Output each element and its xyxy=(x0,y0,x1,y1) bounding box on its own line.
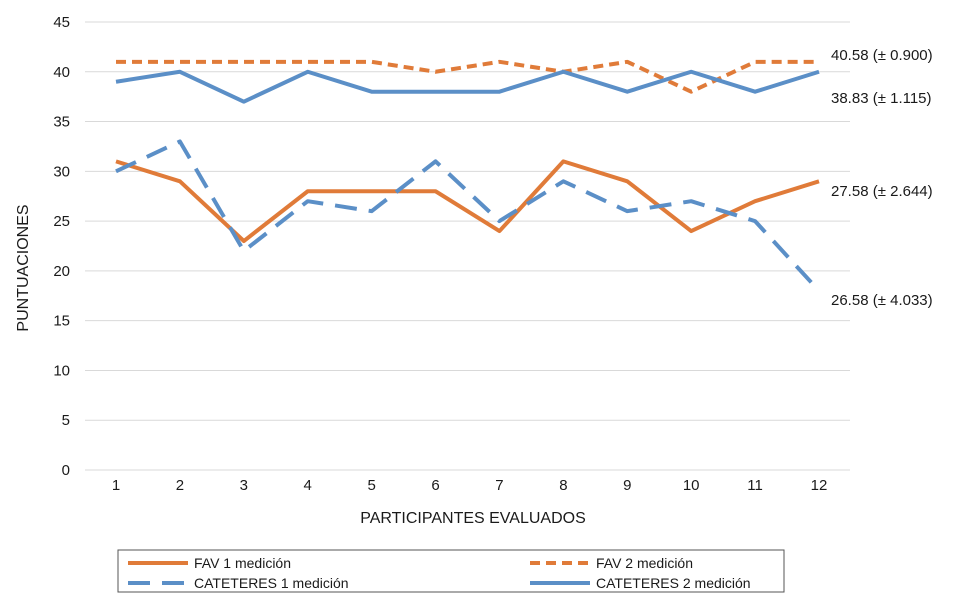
y-tick-label: 35 xyxy=(53,114,70,131)
legend-label-2: CATETERES 1 medición xyxy=(194,575,349,591)
end-label-series-0: 27.58 (± 2.644) xyxy=(831,183,933,200)
x-axis-title: PARTICIPANTES EVALUADOS xyxy=(360,510,586,527)
legend-label-0: FAV 1 medición xyxy=(194,555,291,571)
x-tick-label: 7 xyxy=(495,477,503,494)
legend: FAV 1 medición FAV 2 medición CATETERES 1 … xyxy=(117,549,785,593)
x-tick-label: 8 xyxy=(559,477,567,494)
legend-box xyxy=(117,549,785,593)
y-tick-label: 20 xyxy=(53,263,70,280)
x-tick-label: 9 xyxy=(623,477,631,494)
x-tick-label: 2 xyxy=(176,477,184,494)
series-line-2 xyxy=(115,139,821,293)
x-tick-label: 11 xyxy=(747,477,763,494)
legend-label-1: FAV 2 medición xyxy=(596,555,693,571)
x-tick-label: 4 xyxy=(304,477,312,494)
series-line-3 xyxy=(115,69,820,104)
x-tick-label: 6 xyxy=(431,477,439,494)
series-lines xyxy=(115,59,821,293)
end-labels: 40.58 (± 0.900) 38.83 (± 1.115) 27.58 (± 2… xyxy=(831,47,933,309)
x-tick-label: 12 xyxy=(811,477,828,494)
y-tick-label: 0 xyxy=(62,462,70,479)
x-tick-label: 3 xyxy=(240,477,248,494)
y-tick-label: 25 xyxy=(53,213,70,230)
y-tick-label: 15 xyxy=(53,313,70,330)
x-tick-label: 10 xyxy=(683,477,700,494)
x-tick-label: 1 xyxy=(112,477,120,494)
legend-label-3: CATETERES 2 medición xyxy=(596,575,751,591)
x-axis-ticks: 1 2 3 4 5 6 7 8 9 10 11 12 xyxy=(112,477,828,494)
end-label-series-1: 40.58 (± 0.900) xyxy=(831,47,933,64)
y-tick-label: 5 xyxy=(62,412,70,429)
grid-lines xyxy=(85,21,850,471)
y-tick-label: 30 xyxy=(53,163,70,180)
end-label-series-3: 38.83 (± 1.115) xyxy=(831,90,932,107)
series-line-0 xyxy=(115,159,820,244)
y-axis-title: PUNTUACIONES xyxy=(15,204,32,331)
y-axis-ticks: 0 5 10 15 20 25 30 35 40 45 xyxy=(53,14,70,479)
x-tick-label: 5 xyxy=(367,477,375,494)
y-tick-label: 40 xyxy=(53,64,70,81)
y-tick-label: 10 xyxy=(53,362,70,379)
series-line-1 xyxy=(116,59,819,94)
end-label-series-2: 26.58 (± 4.033) xyxy=(831,292,933,309)
legend-items: FAV 1 medición FAV 2 medición CATETERES 1 … xyxy=(128,555,751,591)
y-tick-label: 45 xyxy=(53,14,70,31)
